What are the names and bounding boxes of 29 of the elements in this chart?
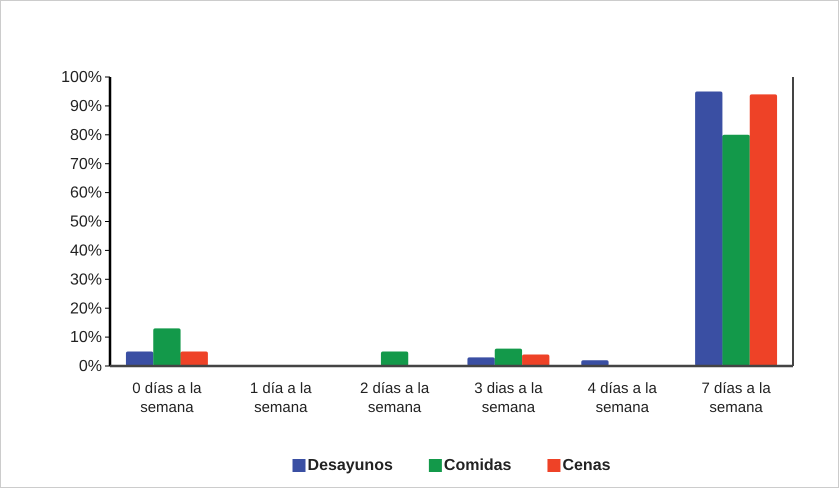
y-tick-label: 60% [70,184,102,202]
bar [522,354,550,366]
x-tick-label: 1 día a la semana [250,380,312,416]
bar [126,352,154,366]
bar [153,328,181,366]
y-tick-label: 0% [78,358,102,376]
bar [722,134,750,366]
legend-label: Comidas [444,457,512,474]
bar [494,348,522,366]
x-tick-label: 3 dias a la semana [474,380,544,416]
y-tick-label: 100% [61,69,102,86]
bar [180,352,208,366]
y-tick-label: 20% [70,300,102,318]
y-tick-label: 40% [70,242,102,260]
bar [695,91,722,366]
legend-label: Cenas [562,457,611,474]
legend-label: Desayunos [308,457,393,474]
bar [750,94,778,366]
y-tick-label: 50% [70,214,102,231]
y-tick-label: 90% [70,98,102,116]
y-tick-label: 80% [70,126,102,144]
y-tick-label: 70% [70,156,102,173]
x-tick-label: 2 días a la semana [360,380,430,416]
x-tick-label: 7 días a la semana [701,380,772,416]
y-tick-label: 10% [70,329,102,346]
y-tick-label: 30% [70,271,102,288]
bar [380,352,408,366]
x-tick-label: 4 días a la semana [588,380,658,416]
x-tick-label: 0 días a la semana [132,380,202,416]
